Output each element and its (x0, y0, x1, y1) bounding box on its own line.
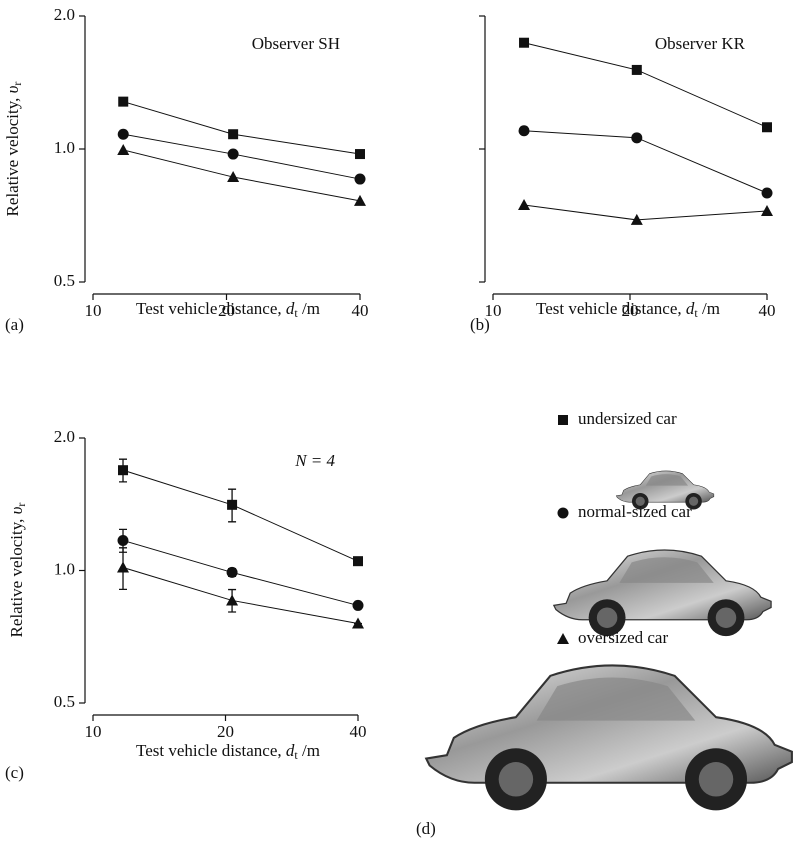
marker-circle (118, 535, 129, 546)
panel-label: (c) (5, 763, 24, 782)
marker-square (118, 465, 128, 475)
series-line (123, 470, 358, 561)
marker-square (632, 65, 642, 75)
x-axis-label: Test vehicle distance, dt /m (136, 741, 320, 762)
panel-label: (a) (5, 315, 24, 334)
marker-triangle (518, 199, 530, 210)
legend-marker (558, 415, 568, 425)
marker-circle (355, 174, 366, 185)
series-line (123, 567, 358, 623)
car-medium (554, 550, 771, 636)
series-line (123, 102, 360, 154)
series-line (524, 205, 767, 220)
y-axis-label-part: υ (3, 85, 22, 93)
marker-square (353, 556, 363, 566)
y-axis-label: Relative velocity, υr (3, 82, 24, 217)
series-line (123, 540, 358, 605)
marker-circle (118, 129, 129, 140)
x-axis-label-part: Test vehicle distance, (136, 299, 286, 318)
marker-circle (762, 188, 773, 199)
series-line (123, 134, 360, 179)
x-tick-label: 40 (350, 722, 367, 741)
marker-triangle (226, 594, 238, 605)
y-tick-label: 0.5 (54, 692, 75, 711)
x-tick-label: 10 (85, 301, 102, 320)
legend-label: normal-sized car (578, 502, 692, 521)
marker-circle (227, 567, 238, 578)
x-tick-label: 20 (217, 722, 234, 741)
panel-label: (b) (470, 315, 490, 334)
y-tick-label: 1.0 (54, 138, 75, 157)
annotation: Observer KR (655, 34, 746, 53)
marker-square (762, 122, 772, 132)
legend-label: undersized car (578, 409, 677, 428)
y-tick-label: 2.0 (54, 5, 75, 24)
x-axis-label-part: /m (298, 741, 320, 760)
x-axis-label-part: /m (698, 299, 720, 318)
x-tick-label: 40 (352, 301, 369, 320)
figure: (d) 0.5 1.0 2.0 10 20 40 Test vehicle distance… (0, 0, 799, 844)
car-large (426, 665, 792, 810)
marker-square (118, 97, 128, 107)
x-axis-label: Test vehicle distance, dt /m (136, 299, 320, 320)
y-axis-label-part: r (14, 503, 28, 507)
legend-label: oversized car (578, 628, 668, 647)
y-axis-label-part: Relative velocity, (7, 514, 26, 637)
annotation: Observer SH (252, 34, 340, 53)
series-line (524, 131, 767, 193)
y-axis-label-part: υ (7, 506, 26, 514)
marker-triangle (117, 561, 129, 572)
y-tick-label: 0.5 (54, 271, 75, 290)
x-tick-label: 10 (85, 722, 102, 741)
marker-circle (519, 125, 530, 136)
panel-label: (d) (416, 819, 436, 838)
marker-triangle (761, 205, 773, 216)
series-line (524, 43, 767, 128)
marker-circle (631, 132, 642, 143)
y-axis-label-part: Relative velocity, (3, 93, 22, 216)
x-tick-label: 40 (759, 301, 776, 320)
marker-square (228, 129, 238, 139)
x-axis-label-part: Test vehicle distance, (136, 741, 286, 760)
series-line (123, 150, 360, 201)
annotation: N = 4 (294, 451, 335, 470)
y-axis-label: Relative velocity, υr (7, 503, 28, 638)
marker-square (227, 500, 237, 510)
legend-marker (557, 633, 569, 644)
x-axis-label: Test vehicle distance, dt /m (536, 299, 720, 320)
marker-circle (228, 149, 239, 160)
legend-marker (558, 508, 569, 519)
marker-triangle (227, 171, 239, 182)
y-axis-label-part: r (10, 82, 24, 86)
x-axis-label-part: /m (298, 299, 320, 318)
x-axis-label-part: Test vehicle distance, (536, 299, 686, 318)
y-tick-label: 1.0 (54, 559, 75, 578)
marker-square (519, 38, 529, 48)
marker-square (355, 149, 365, 159)
marker-circle (353, 600, 364, 611)
marker-triangle (117, 144, 129, 155)
y-tick-label: 2.0 (54, 427, 75, 446)
